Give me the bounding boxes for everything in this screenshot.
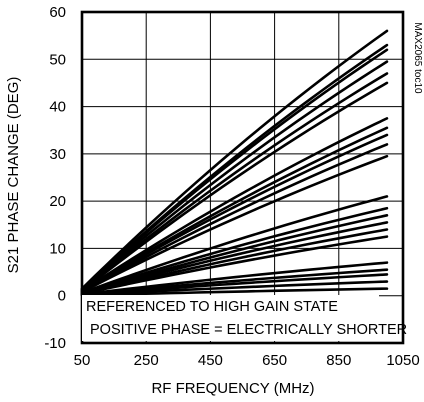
x-tick-label: 650 bbox=[262, 352, 287, 369]
series-line-7 bbox=[80, 117, 389, 293]
series-line-3 bbox=[80, 48, 389, 291]
series-line-12 bbox=[80, 195, 389, 295]
annotation-line-2: POSITIVE PHASE = ELECTRICALLY SHORTER bbox=[90, 322, 407, 338]
series-lines bbox=[80, 29, 389, 297]
y-tick-label: 40 bbox=[49, 99, 66, 116]
series-line-9 bbox=[80, 133, 389, 293]
x-tick-label: 450 bbox=[198, 352, 223, 369]
y-tick-label: 10 bbox=[49, 240, 66, 257]
series-line-22 bbox=[80, 287, 389, 297]
plot-frame bbox=[80, 10, 405, 345]
series-line-11 bbox=[80, 154, 389, 294]
y-axis-title: S21 PHASE CHANGE (DEG) bbox=[5, 77, 22, 274]
x-tick-label: 250 bbox=[134, 352, 159, 369]
annotation-background bbox=[82, 295, 379, 341]
series-line-18 bbox=[80, 261, 389, 296]
y-tick-label: 60 bbox=[49, 4, 66, 21]
series-line-6 bbox=[80, 81, 389, 293]
series-line-15 bbox=[80, 221, 389, 295]
series-line-1 bbox=[80, 29, 389, 290]
x-tick-label: 850 bbox=[326, 352, 351, 369]
annotation-line-1: REFERENCED TO HIGH GAIN STATE bbox=[86, 299, 338, 315]
y-tick-label: 50 bbox=[49, 51, 66, 68]
y-tick-label: 20 bbox=[49, 193, 66, 210]
x-axis-title: RF FREQUENCY (MHz) bbox=[151, 380, 314, 397]
x-tick-label: 50 bbox=[74, 352, 91, 369]
figure-id-watermark: MAX2065 toc10 bbox=[412, 22, 423, 94]
x-tick-labels: 50 250 450 650 850 1050 bbox=[74, 352, 420, 369]
series-line-5 bbox=[80, 72, 389, 292]
y-tick-labels: 60 50 40 30 20 10 0 -10 bbox=[44, 4, 66, 352]
x-tick-label: 1050 bbox=[386, 352, 419, 369]
y-tick-label: 0 bbox=[58, 288, 66, 305]
series-line-4 bbox=[80, 60, 389, 292]
series-line-13 bbox=[80, 206, 389, 295]
y-tick-label: -10 bbox=[44, 335, 66, 352]
series-line-21 bbox=[80, 280, 389, 297]
series-line-10 bbox=[80, 143, 389, 294]
y-tick-label: 30 bbox=[49, 146, 66, 163]
series-line-17 bbox=[80, 235, 389, 296]
series-line-20 bbox=[80, 273, 389, 297]
series-line-16 bbox=[80, 228, 389, 296]
